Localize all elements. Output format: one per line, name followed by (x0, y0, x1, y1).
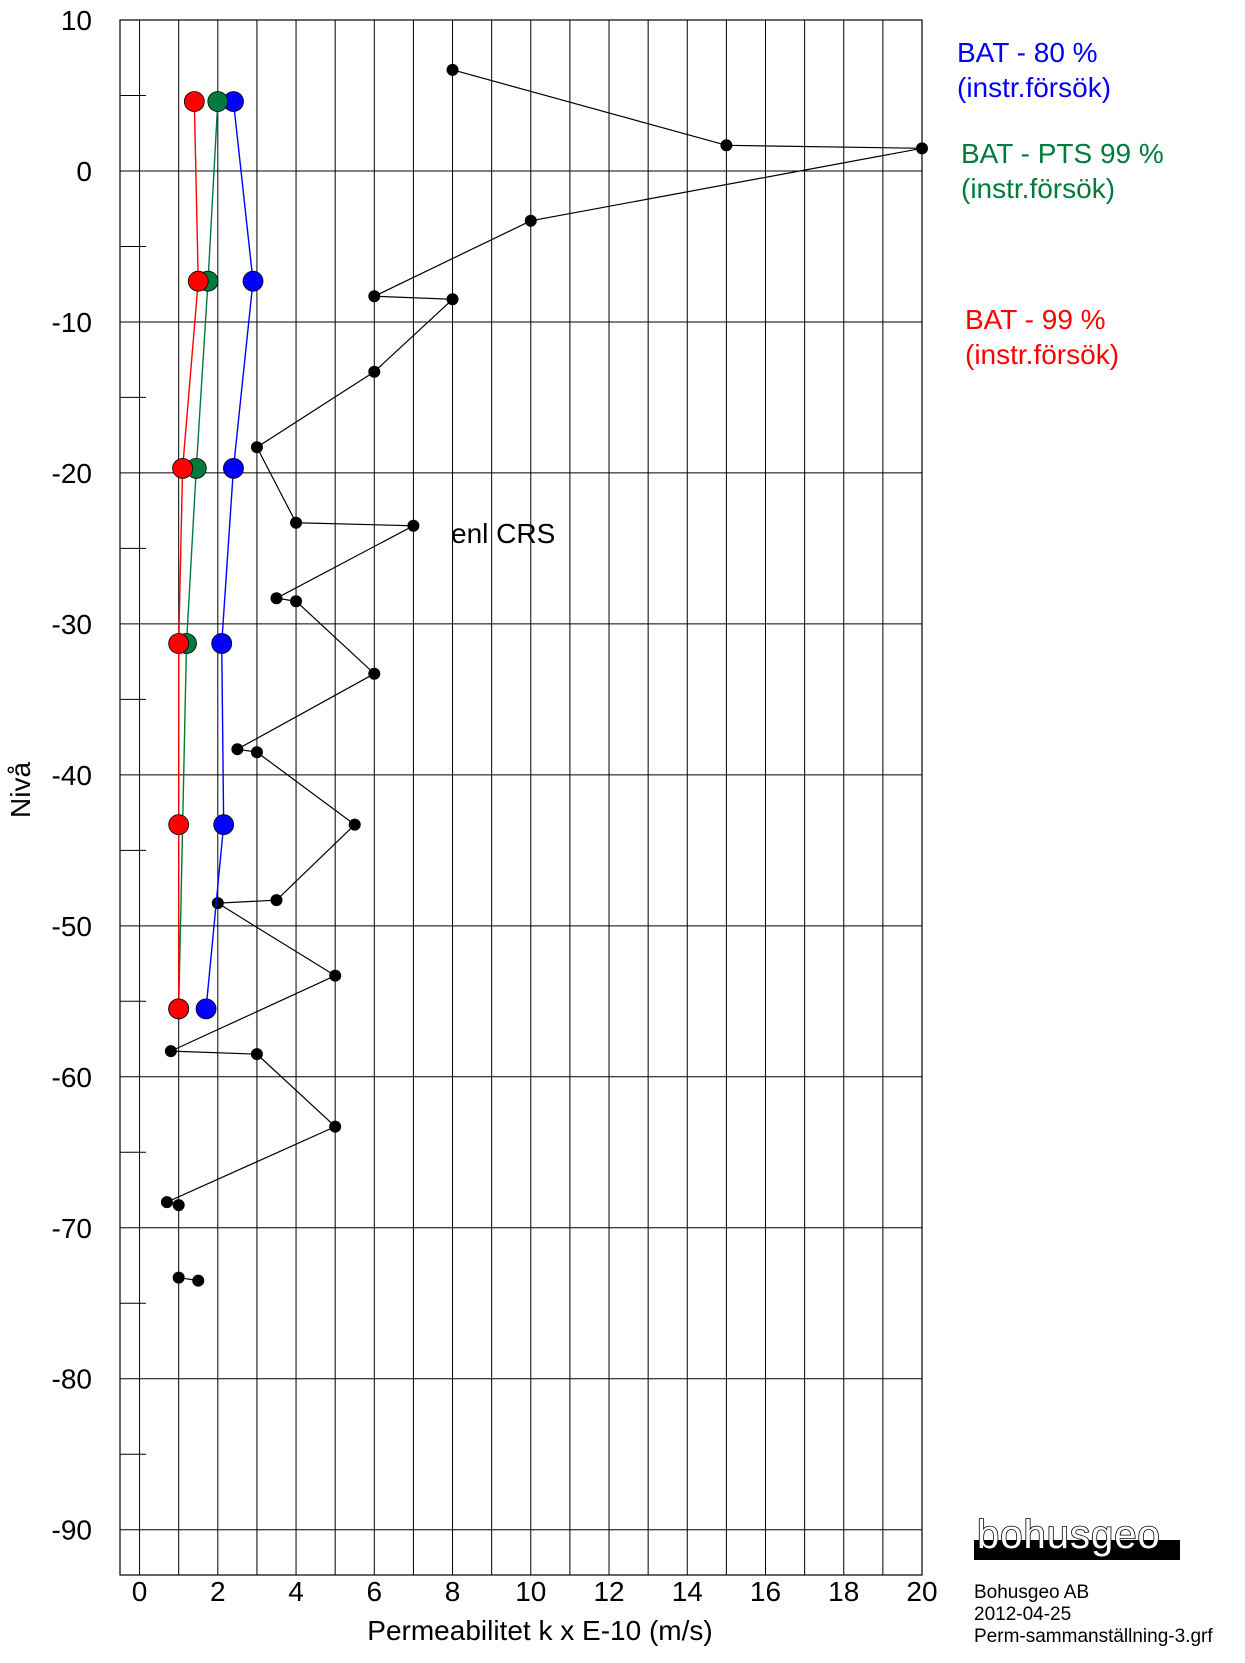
y-tick-label: -50 (52, 911, 92, 942)
logo-text: bohusgeo (977, 1513, 1161, 1557)
series-0-point (172, 1199, 185, 1212)
series-3-line (177, 101, 199, 1009)
series-1-point (211, 633, 233, 654)
series-1 (195, 91, 264, 1020)
legend: BAT - 80 % (instr.försök) BAT - PTS 99 %… (957, 37, 1164, 370)
x-tick-label: 6 (367, 1576, 383, 1607)
series-0-point (270, 894, 283, 907)
bohusgeo-logo: bohusgeo (974, 1512, 1180, 1560)
y-axis-title: Nivå (5, 762, 36, 818)
y-tick-label: -20 (52, 458, 92, 489)
series-0-point (368, 667, 381, 680)
x-tick-label: 2 (210, 1576, 226, 1607)
legend-bat-99-line2: (instr.försök) (965, 339, 1119, 370)
series-0 (160, 63, 928, 1287)
series-0-point (720, 139, 733, 152)
series-0-line (165, 69, 923, 1206)
series-3-point (168, 633, 190, 654)
series-1-point (195, 998, 217, 1020)
plot-frame (119, 19, 923, 1576)
x-tick-label: 0 (132, 1576, 148, 1607)
y-tick-label: -30 (52, 609, 92, 640)
series-0-point (211, 897, 224, 910)
legend-bat-99-line1: BAT - 99 % (965, 304, 1106, 335)
y-tick-label: 10 (61, 5, 92, 36)
series-0-point (250, 1048, 263, 1061)
series-0-point (348, 818, 361, 831)
series-0-point (231, 743, 244, 756)
series-0-point (368, 290, 381, 303)
y-tick-label: -90 (52, 1515, 92, 1546)
x-axis-title: Permeabilitet k x E-10 (m/s) (367, 1615, 712, 1646)
footer-date: 2012-04-25 (974, 1604, 1071, 1625)
y-tick-label: -60 (52, 1062, 92, 1093)
series-0-point (290, 595, 303, 608)
series-3-point (172, 457, 193, 479)
series-3-point (183, 91, 205, 112)
series-0-point (446, 63, 459, 76)
series-0-point (329, 1120, 342, 1133)
x-tick-label: 20 (906, 1576, 937, 1607)
series-0-point (160, 1196, 173, 1209)
series-0-point (250, 441, 263, 454)
x-tick-label: 14 (672, 1576, 703, 1607)
series-0-point (164, 1045, 177, 1058)
legend-bat-80-line2: (instr.försök) (957, 72, 1111, 103)
data-series (160, 63, 928, 1287)
series-0-point (329, 969, 342, 982)
series-2-point (207, 91, 229, 112)
series-1-point (223, 457, 244, 479)
legend-bat-80-line1: BAT - 80 % (957, 37, 1098, 68)
footer: Bohusgeo AB 2012-04-25 Perm-sammanställn… (974, 1582, 1213, 1647)
x-tick-label: 8 (445, 1576, 461, 1607)
y-tick-label: -80 (52, 1364, 92, 1395)
series-0-point (172, 1271, 185, 1284)
series-0-point (446, 293, 459, 306)
series-0-point (270, 592, 283, 605)
y-tick-label: -40 (52, 760, 92, 791)
crs-annotation: enl CRS (451, 518, 555, 549)
series-0-point (192, 1274, 205, 1287)
grid (120, 19, 923, 1575)
footer-filename: Perm-sammanställning-3.grf (974, 1626, 1213, 1647)
series-0-point (250, 746, 263, 759)
legend-bat-pts-99-line1: BAT - PTS 99 % (961, 138, 1164, 169)
series-0-point (407, 519, 420, 532)
series-1-point (213, 814, 235, 836)
footer-company: Bohusgeo AB (974, 1582, 1089, 1603)
series-0-point (368, 365, 381, 378)
series-2-line (177, 101, 219, 1009)
series-0-point (290, 516, 303, 529)
series-0-point (916, 142, 928, 155)
y-tick-label: -10 (52, 307, 92, 338)
series-3-point (168, 998, 190, 1020)
x-tick-label: 10 (515, 1576, 546, 1607)
x-tick-label: 18 (828, 1576, 859, 1607)
x-tick-label: 4 (288, 1576, 304, 1607)
series-1-point (242, 270, 264, 292)
series-3-point (168, 814, 190, 836)
x-tick-label: 12 (593, 1576, 624, 1607)
series-3-point (187, 270, 209, 292)
y-tick-label: -70 (52, 1213, 92, 1244)
x-tick-label: 16 (750, 1576, 781, 1607)
axis-ticks: 10 0 -10 -20 -30 -40 -50 -60 -70 -80 -90 0 2 4 6 8 10 12 1… (52, 5, 938, 1607)
legend-bat-pts-99-line2: (instr.försök) (961, 173, 1115, 204)
y-tick-label: 0 (76, 156, 92, 187)
series-3 (168, 91, 209, 1020)
series-1-line (205, 101, 254, 1009)
series-0-point (524, 214, 537, 227)
